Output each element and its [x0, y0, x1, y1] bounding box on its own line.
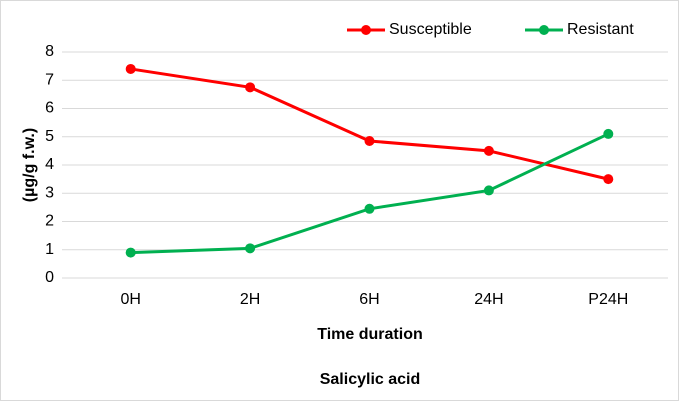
- y-tick-label: 6: [45, 100, 54, 117]
- point: [125, 247, 136, 258]
- point: [125, 63, 136, 74]
- y-tick-label: 0: [45, 269, 54, 286]
- point: [364, 135, 375, 146]
- point: [364, 203, 375, 214]
- y-tick-label: 2: [45, 213, 54, 230]
- y-tick-label: 3: [45, 184, 54, 201]
- legend-label: Susceptible: [389, 21, 472, 38]
- y-axis-label: (µg/g f.w.): [21, 128, 38, 202]
- x-tick-label: 0H: [120, 291, 140, 308]
- y-tick-label: 7: [45, 71, 54, 88]
- y-tick-label: 5: [45, 128, 54, 145]
- x-tick-label: P24H: [588, 291, 628, 308]
- point: [603, 128, 614, 139]
- legend-marker: [539, 25, 549, 35]
- y-tick-label: 1: [45, 241, 54, 258]
- point: [245, 82, 256, 93]
- chart-title: Salicylic acid: [320, 371, 421, 388]
- x-tick-label: 2H: [240, 291, 260, 308]
- legend-marker: [361, 25, 371, 35]
- y-tick-label: 8: [45, 43, 54, 60]
- point: [483, 185, 494, 196]
- point: [245, 243, 256, 254]
- x-tick-label: 24H: [474, 291, 503, 308]
- legend-label: Resistant: [567, 21, 634, 38]
- x-axis-label: Time duration: [317, 326, 423, 343]
- x-tick-label: 6H: [359, 291, 379, 308]
- point: [483, 145, 494, 156]
- y-tick-label: 4: [45, 156, 54, 173]
- point: [603, 174, 614, 185]
